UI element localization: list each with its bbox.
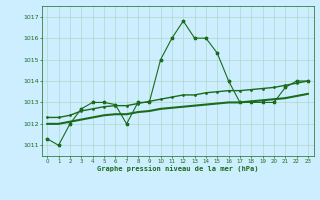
X-axis label: Graphe pression niveau de la mer (hPa): Graphe pression niveau de la mer (hPa)	[97, 165, 258, 172]
